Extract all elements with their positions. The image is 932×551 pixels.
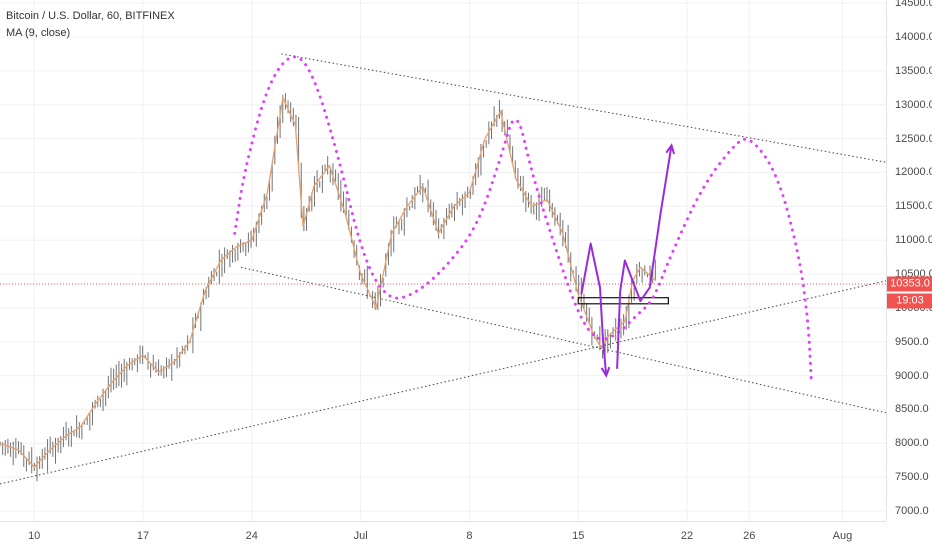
price-tick-label: 8500.0 — [895, 403, 929, 416]
support-box — [577, 297, 669, 305]
ma-line — [0, 95, 657, 468]
time-tick-label: 8 — [466, 530, 473, 542]
price-tick-label: 12000.0 — [895, 166, 932, 179]
price-tick-label: 13000.0 — [895, 98, 932, 111]
trendline — [281, 53, 886, 163]
time-tick-label: 24 — [245, 530, 258, 542]
trendline — [0, 280, 886, 485]
time-tick-label: Aug — [832, 530, 853, 542]
time-tick-label: 10 — [28, 530, 41, 542]
countdown-badge: 19:03 — [887, 293, 932, 309]
price-axis[interactable]: 14500.0 14000.0 13500.0 13000.0 12500.0 12000… — [886, 0, 932, 521]
price-tick-label: 9000.0 — [895, 369, 929, 382]
time-tick-label: 15 — [572, 530, 585, 542]
price-tick-label: 13500.0 — [895, 64, 932, 77]
symbol-title: Bitcoin / U.S. Dollar, 60, BITFINEX — [6, 10, 175, 22]
indicator-label: MA (9, close) — [6, 27, 71, 39]
price-tick-label: 14000.0 — [895, 31, 932, 43]
projection-path — [233, 55, 813, 384]
up-arrow — [616, 145, 673, 369]
chart-area[interactable]: Bitcoin / U.S. Dollar, 60, BITFINEX MA (… — [0, 0, 886, 521]
price-tick-label: 7500.0 — [895, 471, 929, 484]
chart-legend: Bitcoin / U.S. Dollar, 60, BITFINEX MA (… — [6, 8, 175, 42]
price-tick-label: 11000.0 — [895, 234, 932, 247]
price-tick-label: 7000.0 — [895, 505, 929, 517]
down-arrow — [580, 242, 608, 376]
price-chart[interactable] — [0, 0, 886, 521]
price-tick-label: 14500.0 — [895, 0, 932, 10]
arrow-head — [665, 143, 676, 155]
arrow-head — [600, 366, 611, 378]
price-tick-label: 9500.0 — [895, 335, 929, 348]
time-tick-label: 26 — [743, 530, 756, 542]
price-tick-label: 11500.0 — [895, 200, 932, 213]
price-tick-label: 12500.0 — [895, 132, 932, 145]
time-tick-label: 17 — [136, 530, 150, 542]
trendline — [240, 266, 886, 414]
time-axis[interactable]: 10 17 24 Jul 8 15 22 26 Aug — [0, 521, 886, 551]
time-tick-label: 22 — [680, 530, 694, 542]
price-tick-label: 8000.0 — [895, 437, 929, 450]
time-tick-label: Jul — [353, 530, 368, 542]
current-price-badge: 10353.0 — [887, 276, 932, 292]
